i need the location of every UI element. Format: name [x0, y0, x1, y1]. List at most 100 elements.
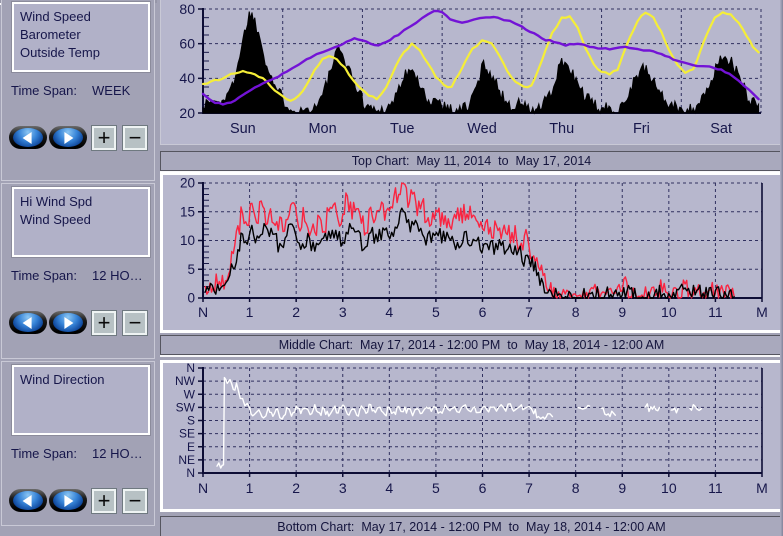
legend-item[interactable]: Barometer: [20, 27, 81, 42]
top-chart-caption: Top Chart: May 11, 2014 to May 17, 2014: [160, 151, 783, 171]
time-span-value: WEEK: [92, 83, 131, 98]
svg-text:15: 15: [180, 204, 195, 219]
svg-text:5: 5: [432, 304, 440, 320]
svg-text:N: N: [198, 304, 208, 320]
svg-text:N: N: [186, 466, 195, 480]
bottom-chart[interactable]: N NW W SW S SE E NE N N 1 2 3 4 5 6 7 8 9 10 11 M: [160, 360, 783, 512]
svg-text:Mon: Mon: [308, 121, 336, 137]
svg-text:4: 4: [385, 304, 393, 320]
svg-text:7: 7: [525, 480, 533, 496]
svg-text:3: 3: [339, 304, 347, 320]
legend-item[interactable]: Wind Speed: [20, 212, 91, 227]
svg-text:3: 3: [339, 480, 347, 496]
forward-arrow-icon: [53, 491, 83, 510]
top-chart-nav-buttons: + −: [2, 125, 154, 151]
svg-text:11: 11: [708, 304, 723, 320]
caption-text: Bottom Chart: May 17, 2014 - 12:00 PM to…: [277, 519, 666, 534]
zoom-out-button[interactable]: −: [122, 488, 148, 514]
caption-text: Middle Chart: May 17, 2014 - 12:00 PM to…: [278, 338, 665, 352]
svg-text:NE: NE: [178, 453, 195, 467]
legend-item[interactable]: Wind Direction: [20, 372, 105, 387]
scroll-back-button[interactable]: [9, 311, 47, 334]
time-span-label: Time Span:: [11, 268, 77, 283]
zoom-in-button[interactable]: +: [91, 125, 117, 151]
svg-text:Sun: Sun: [230, 121, 256, 137]
svg-text:10: 10: [180, 233, 195, 248]
scroll-forward-button[interactable]: [49, 126, 87, 149]
svg-text:Sat: Sat: [710, 121, 732, 137]
svg-text:10: 10: [661, 304, 677, 320]
bottom-chart-caption: Bottom Chart: May 17, 2014 - 12:00 PM to…: [160, 516, 783, 536]
time-span-label: Time Span:: [11, 83, 77, 98]
zoom-in-button[interactable]: +: [91, 488, 117, 514]
svg-text:N: N: [198, 480, 208, 496]
top-chart[interactable]: 20 40 60 80 Sun Mon Tue Wed Thu Fri Sat: [160, 0, 783, 145]
svg-text:8: 8: [572, 480, 580, 496]
back-arrow-icon: [13, 313, 43, 332]
time-span-row: Time Span: 12 HO…: [11, 268, 151, 283]
svg-text:60: 60: [179, 35, 195, 51]
window-right-edge: [780, 0, 783, 536]
svg-text:9: 9: [618, 480, 626, 496]
svg-text:2: 2: [292, 304, 300, 320]
svg-text:20: 20: [180, 176, 195, 191]
caption-text: Top Chart: May 11, 2014 to May 17, 2014: [351, 154, 592, 168]
zoom-out-button[interactable]: −: [122, 125, 148, 151]
scroll-forward-button[interactable]: [49, 311, 87, 334]
back-arrow-icon: [13, 128, 43, 147]
svg-text:1: 1: [246, 304, 254, 320]
scroll-back-button[interactable]: [9, 489, 47, 512]
svg-text:M: M: [756, 304, 768, 320]
svg-text:20: 20: [179, 105, 195, 121]
svg-text:80: 80: [179, 1, 195, 17]
svg-text:2: 2: [292, 480, 300, 496]
svg-text:8: 8: [572, 304, 580, 320]
svg-text:10: 10: [661, 480, 677, 496]
svg-text:5: 5: [432, 480, 440, 496]
svg-text:7: 7: [525, 304, 533, 320]
legend-item[interactable]: Hi Wind Spd: [20, 194, 93, 209]
svg-text:4: 4: [385, 480, 393, 496]
svg-text:S: S: [187, 414, 195, 428]
middle-chart-caption: Middle Chart: May 17, 2014 - 12:00 PM to…: [160, 335, 783, 355]
svg-text:SW: SW: [176, 400, 196, 414]
scroll-back-button[interactable]: [9, 126, 47, 149]
time-span-row: Time Span: WEEK: [11, 83, 151, 98]
svg-text:NW: NW: [175, 374, 196, 388]
svg-text:9: 9: [618, 304, 626, 320]
time-span-value: 12 HO…: [92, 446, 143, 461]
scroll-forward-button[interactable]: [49, 489, 87, 512]
svg-text:Thu: Thu: [549, 121, 574, 137]
zoom-out-button[interactable]: −: [122, 310, 148, 336]
middle-chart-nav-buttons: + −: [2, 310, 154, 336]
bottom-chart-controls-panel: Wind Direction Time Span: 12 HO… + −: [1, 361, 155, 526]
top-chart-legend-box[interactable]: Wind Speed Barometer Outside Temp: [11, 1, 151, 73]
svg-text:W: W: [184, 387, 196, 401]
legend-item[interactable]: Wind Speed: [20, 9, 91, 24]
svg-text:0: 0: [187, 291, 195, 306]
middle-chart[interactable]: 0 5 10 15 20 N 1 2 3 4 5 6 7 8 9 10 11 M: [160, 172, 783, 333]
svg-text:M: M: [756, 480, 768, 496]
middle-chart-plot: 0 5 10 15 20 N 1 2 3 4 5 6 7 8 9 10 11 M: [180, 176, 768, 320]
forward-arrow-icon: [53, 313, 83, 332]
time-span-row: Time Span: 12 HO…: [11, 446, 151, 461]
middle-chart-controls-panel: Hi Wind Spd Wind Speed Time Span: 12 HO……: [1, 183, 155, 359]
svg-text:1: 1: [246, 480, 254, 496]
svg-text:N: N: [186, 363, 195, 375]
middle-chart-legend-box[interactable]: Hi Wind Spd Wind Speed: [11, 186, 151, 258]
time-span-label: Time Span:: [11, 446, 77, 461]
svg-text:Tue: Tue: [390, 121, 414, 137]
time-span-value: 12 HO…: [92, 268, 143, 283]
forward-arrow-icon: [53, 128, 83, 147]
bottom-chart-legend-box[interactable]: Wind Direction: [11, 364, 151, 436]
top-chart-controls-panel: Wind Speed Barometer Outside Temp Time S…: [1, 0, 155, 181]
svg-text:Fri: Fri: [633, 121, 650, 137]
legend-item[interactable]: Outside Temp: [20, 45, 100, 60]
svg-text:Wed: Wed: [467, 121, 497, 137]
bottom-chart-nav-buttons: + −: [2, 488, 154, 514]
svg-text:6: 6: [479, 480, 487, 496]
zoom-in-button[interactable]: +: [91, 310, 117, 336]
svg-text:5: 5: [187, 262, 195, 277]
